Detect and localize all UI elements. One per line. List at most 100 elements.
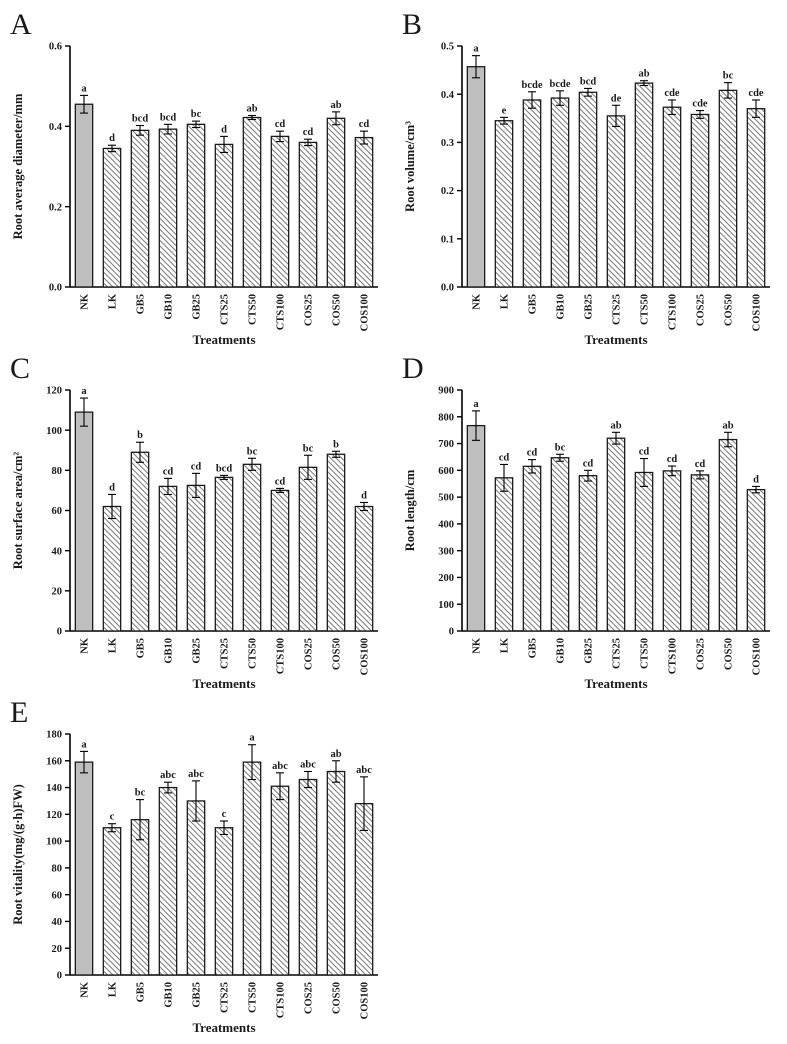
x-tick-label-gb5: GB5 xyxy=(136,294,147,314)
bar-lk xyxy=(494,477,514,632)
x-tick-label-cts25: CTS25 xyxy=(612,294,623,325)
x-tick-label-cts50: CTS50 xyxy=(640,294,651,325)
bar-cos100 xyxy=(354,505,374,632)
x-axis-title: Treatments xyxy=(584,332,647,347)
x-tick-label-cos100: COS100 xyxy=(360,982,371,1019)
bar-cos50 xyxy=(326,117,346,288)
bar-cts100 xyxy=(662,470,682,632)
sig-letter: d xyxy=(109,133,115,144)
bar-cts25 xyxy=(214,827,234,976)
x-tick-label-cos100: COS100 xyxy=(360,294,371,331)
bar-cos50 xyxy=(718,438,738,632)
bar-cts25 xyxy=(606,115,626,288)
x-tick-label-cts50: CTS50 xyxy=(248,982,259,1013)
y-tick-label: 500 xyxy=(438,493,454,504)
x-tick-label-cos50: COS50 xyxy=(724,638,735,670)
sig-letter: cd xyxy=(583,458,594,469)
bar-cos50 xyxy=(326,453,346,632)
x-tick-label-gb5: GB5 xyxy=(136,638,147,658)
sig-letter: cd xyxy=(667,454,678,465)
x-tick-label-cts100: CTS100 xyxy=(668,294,679,330)
bar-cos50 xyxy=(326,770,346,976)
sig-letter: d xyxy=(109,482,115,493)
y-axis-title: Root vitality(mg/(g·h)FW) xyxy=(11,784,25,925)
bar-cos25 xyxy=(298,141,318,288)
y-tick-label: 120 xyxy=(46,386,62,397)
sig-letter: a xyxy=(249,733,255,744)
x-tick-label-cts50: CTS50 xyxy=(248,294,259,325)
x-tick-label-cos25: COS25 xyxy=(304,982,315,1014)
bar-cos25 xyxy=(298,778,318,976)
x-tick-label-gb10: GB10 xyxy=(556,294,567,320)
y-tick-label: 120 xyxy=(46,810,62,821)
bar-cts50 xyxy=(242,116,262,288)
bar-gb5 xyxy=(522,99,542,288)
bar-gb10 xyxy=(158,786,178,976)
sig-letter: cd xyxy=(275,476,286,487)
sig-letter: ab xyxy=(722,420,733,431)
y-tick-label: 80 xyxy=(52,863,63,874)
sig-letter: e xyxy=(502,105,507,116)
sig-letter: cd xyxy=(359,119,370,130)
sig-letter: b xyxy=(137,430,143,441)
sig-letter: abc xyxy=(188,769,204,780)
sig-letter: cd xyxy=(163,466,174,477)
x-tick-label-gb25: GB25 xyxy=(584,638,595,664)
x-tick-label-lk: LK xyxy=(500,637,511,653)
x-tick-label-cos50: COS50 xyxy=(332,638,343,670)
x-tick-label-gb25: GB25 xyxy=(192,982,203,1008)
bar-gb10 xyxy=(158,485,178,632)
bar-lk xyxy=(102,505,122,632)
x-tick-label-gb25: GB25 xyxy=(192,638,203,664)
sig-letter: bcde xyxy=(522,80,543,91)
bar-cts25 xyxy=(606,437,626,632)
x-tick-label-cts25: CTS25 xyxy=(612,638,623,669)
panel-letter-e: E xyxy=(10,696,28,729)
x-tick-label-nk: NK xyxy=(472,293,483,310)
x-tick-label-lk: LK xyxy=(108,637,119,653)
y-tick-label: 0.6 xyxy=(49,42,62,53)
x-tick-label-cts50: CTS50 xyxy=(640,638,651,669)
y-tick-label: 80 xyxy=(52,466,63,477)
sig-letter: c xyxy=(222,809,227,820)
x-tick-label-cos50: COS50 xyxy=(332,982,343,1014)
sig-letter: abc xyxy=(300,759,316,770)
sig-letter: cd xyxy=(527,448,538,459)
bar-cts100 xyxy=(270,489,290,632)
panel-letter-c: C xyxy=(10,352,30,385)
sig-letter: bc xyxy=(555,442,566,453)
x-tick-label-cts25: CTS25 xyxy=(220,982,231,1013)
bar-gb25 xyxy=(186,800,206,976)
y-tick-label: 700 xyxy=(438,439,454,450)
y-tick-label: 900 xyxy=(438,386,454,397)
y-tick-label: 0.4 xyxy=(49,122,63,133)
bar-cts25 xyxy=(214,476,234,632)
y-tick-label: 400 xyxy=(438,519,454,530)
bar-gb5 xyxy=(130,129,150,288)
sig-letter: b xyxy=(333,439,339,450)
sig-letter: a xyxy=(473,44,479,55)
y-tick-label: 0 xyxy=(449,627,454,638)
y-tick-label: 20 xyxy=(52,586,63,597)
bar-nk xyxy=(466,424,486,632)
y-tick-label: 300 xyxy=(438,546,454,557)
panel-a-chart: A 0.0 0.2 0.4 0.6 Root average diameter/mm a NK… xyxy=(10,8,378,347)
sig-letter: ab xyxy=(638,69,649,80)
x-axis-title: Treatments xyxy=(192,332,255,347)
y-tick-label: 0.0 xyxy=(441,283,454,294)
sig-letter: d xyxy=(221,124,227,135)
sig-letter: bcd xyxy=(132,114,149,125)
sig-letter: abc xyxy=(160,770,176,781)
y-tick-label: 180 xyxy=(46,730,62,741)
y-tick-label: 0.5 xyxy=(441,42,454,53)
panel-e: E 0 20 40 60 80 100 120 140 160 180 Root vitality(m… xyxy=(6,692,391,1036)
bar-cts50 xyxy=(242,761,262,976)
y-tick-label: 100 xyxy=(46,426,62,437)
y-tick-label: 0.2 xyxy=(441,186,454,197)
y-tick-label: 0.3 xyxy=(441,138,454,149)
x-tick-label-cts100: CTS100 xyxy=(668,638,679,674)
panel-c: C 0 20 40 60 80 100 120 Root surface area/cm² a NK… xyxy=(6,348,391,692)
sig-letter: bc xyxy=(135,788,146,799)
x-tick-label-cts100: CTS100 xyxy=(276,982,287,1018)
y-axis-title: Root volume/cm³ xyxy=(403,121,417,212)
